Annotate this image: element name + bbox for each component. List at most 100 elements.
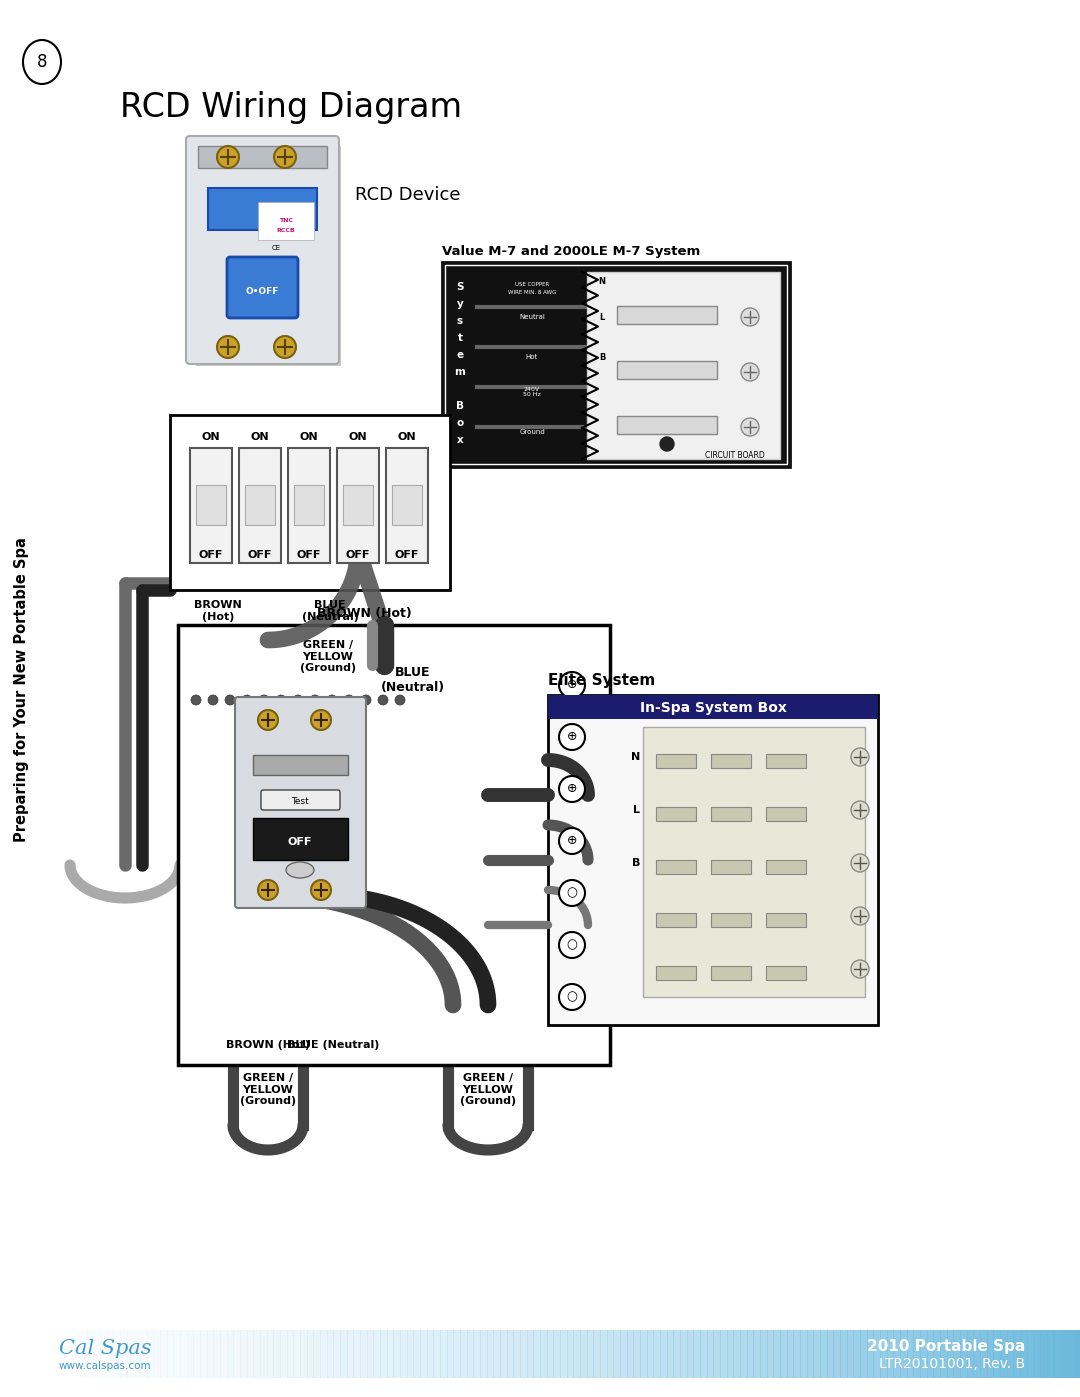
Bar	[860, 1330, 867, 1377]
Text: BROWN
(Hot): BROWN (Hot)	[194, 599, 242, 622]
Text: ⊕: ⊕	[567, 679, 577, 692]
Bar	[573, 1330, 581, 1377]
Text: Hot: Hot	[526, 353, 538, 360]
Bar	[340, 1330, 348, 1377]
Bar	[754, 1330, 761, 1377]
Circle shape	[293, 694, 303, 705]
Bar	[387, 1330, 394, 1377]
Text: ON: ON	[349, 432, 367, 441]
Text: BLUE
(Neutral): BLUE (Neutral)	[301, 599, 359, 622]
Bar	[273, 1330, 281, 1377]
Bar	[866, 1330, 875, 1377]
Circle shape	[851, 800, 869, 819]
Text: BLUE
(Neutral): BLUE (Neutral)	[381, 666, 445, 694]
Bar	[1059, 1330, 1068, 1377]
Bar	[656, 754, 696, 768]
Circle shape	[559, 775, 585, 802]
Text: t: t	[458, 332, 462, 344]
Bar	[653, 1330, 661, 1377]
Text: ○: ○	[567, 887, 578, 900]
Bar	[766, 914, 806, 928]
Text: ⊕: ⊕	[567, 834, 577, 848]
Bar	[607, 1330, 615, 1377]
Bar	[245, 485, 275, 525]
Bar	[80, 1330, 87, 1377]
Text: RCD Wiring Diagram: RCD Wiring Diagram	[120, 91, 462, 124]
Circle shape	[559, 828, 585, 854]
Bar	[588, 272, 780, 460]
Bar	[320, 1330, 327, 1377]
Bar	[780, 1330, 787, 1377]
Bar	[980, 1330, 988, 1377]
Bar	[258, 203, 314, 240]
Bar	[711, 965, 751, 981]
Bar	[260, 1330, 268, 1377]
Bar	[893, 1330, 901, 1377]
Text: GREEN /
YELLOW
(Ground): GREEN / YELLOW (Ground)	[240, 1073, 296, 1106]
Bar	[294, 1330, 301, 1377]
Bar	[253, 819, 348, 861]
Text: Elite System: Elite System	[548, 673, 656, 689]
Bar	[334, 1330, 341, 1377]
Text: BLUE (Neutral): BLUE (Neutral)	[287, 1039, 379, 1051]
Bar	[746, 1330, 754, 1377]
Circle shape	[741, 418, 759, 436]
Circle shape	[559, 724, 585, 750]
Circle shape	[274, 147, 296, 168]
Bar	[1000, 1330, 1008, 1377]
Bar	[347, 1330, 354, 1377]
Bar	[442, 263, 789, 467]
Bar	[1007, 1330, 1014, 1377]
Bar	[874, 1330, 881, 1377]
Text: www.calspas.com: www.calspas.com	[58, 1361, 151, 1370]
Bar	[960, 1330, 968, 1377]
Bar	[643, 726, 865, 997]
Text: LTR20101001, Rev. B: LTR20101001, Rev. B	[879, 1356, 1025, 1370]
Ellipse shape	[23, 41, 60, 84]
Text: BROWN (Hot): BROWN (Hot)	[226, 1039, 310, 1051]
Bar	[660, 1330, 667, 1377]
Text: Preparing for Your New Portable Spa: Preparing for Your New Portable Spa	[14, 538, 29, 842]
Bar	[93, 1330, 102, 1377]
Text: x: x	[457, 434, 463, 446]
Bar	[86, 1330, 94, 1377]
Text: CE: CE	[271, 244, 281, 251]
Bar	[353, 1330, 361, 1377]
Bar	[766, 965, 806, 981]
Bar	[153, 1330, 161, 1377]
Bar	[120, 1330, 127, 1377]
Bar	[187, 1330, 194, 1377]
Circle shape	[741, 363, 759, 381]
Bar	[500, 1330, 508, 1377]
Bar	[656, 965, 696, 981]
Bar	[613, 1330, 621, 1377]
Bar	[548, 694, 878, 1025]
Circle shape	[208, 694, 218, 705]
Bar	[534, 1330, 541, 1377]
Text: e: e	[457, 351, 463, 360]
Bar	[440, 1330, 448, 1377]
Text: USE COPPER: USE COPPER	[515, 282, 549, 286]
Bar	[460, 1330, 468, 1377]
Bar	[920, 1330, 928, 1377]
Text: In-Spa System Box: In-Spa System Box	[639, 701, 786, 715]
Circle shape	[559, 880, 585, 907]
Bar	[633, 1330, 642, 1377]
Bar	[400, 1330, 407, 1377]
Bar	[326, 1330, 335, 1377]
Text: OFF: OFF	[395, 550, 419, 560]
Bar	[907, 1330, 915, 1377]
Bar	[527, 1330, 535, 1377]
Bar	[286, 1330, 295, 1377]
Bar	[133, 1330, 141, 1377]
Bar	[480, 1330, 488, 1377]
Text: ○: ○	[567, 939, 578, 951]
Text: ON: ON	[251, 432, 269, 441]
Bar	[656, 861, 696, 875]
Circle shape	[217, 337, 239, 358]
Text: y: y	[457, 299, 463, 309]
FancyBboxPatch shape	[186, 136, 339, 365]
Bar	[166, 1330, 174, 1377]
Bar	[914, 1330, 921, 1377]
Bar	[300, 1330, 308, 1377]
